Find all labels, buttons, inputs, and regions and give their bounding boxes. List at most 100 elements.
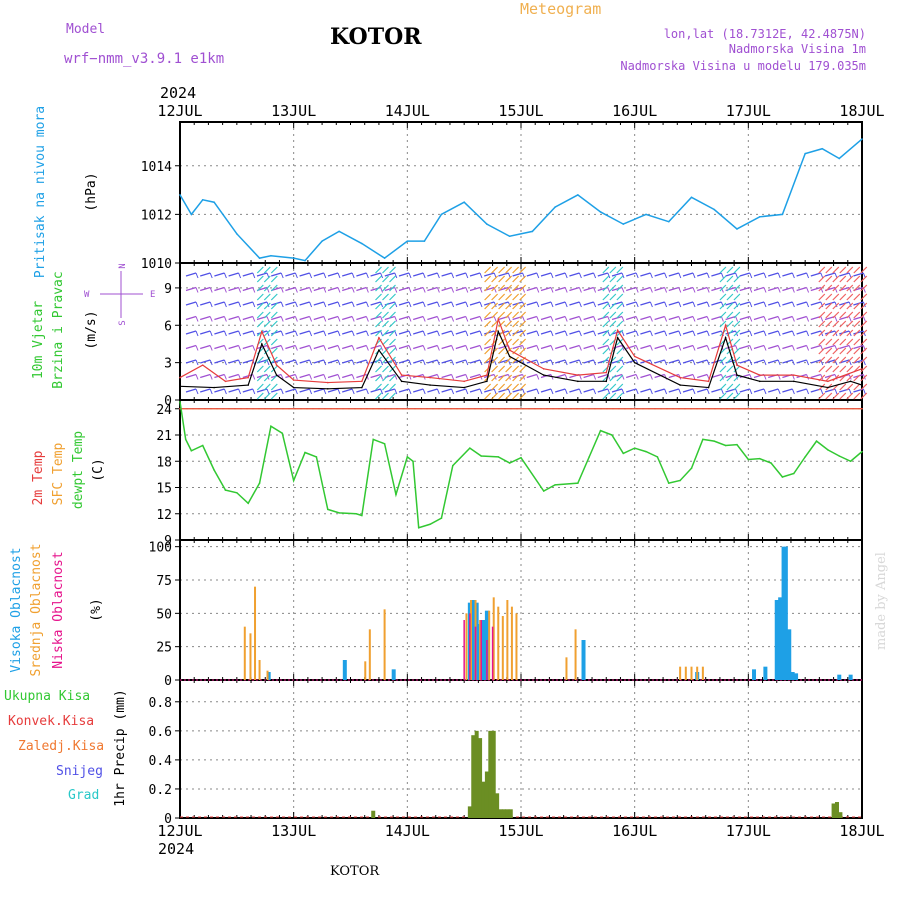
wind-barb xyxy=(214,301,225,306)
wind-band-barb xyxy=(860,365,868,373)
wind-speed-line-point xyxy=(724,336,727,339)
wind-barb xyxy=(796,330,807,335)
wind-barb xyxy=(626,330,637,335)
gust-line-point xyxy=(224,380,227,383)
compass-s: S xyxy=(118,320,128,325)
wind-barb xyxy=(739,286,750,292)
wind-band-barb xyxy=(818,347,826,355)
wind-barb xyxy=(394,287,398,293)
wind-barb xyxy=(526,359,537,364)
wind-barb xyxy=(834,316,838,322)
panel-frame xyxy=(179,679,863,819)
wind-band-barb xyxy=(389,311,396,319)
wind-barb xyxy=(540,301,552,306)
dewpoint-line-point xyxy=(599,429,602,432)
wind-band-barb xyxy=(270,302,278,310)
wind-barb xyxy=(195,345,199,351)
wind-barb xyxy=(782,344,793,350)
precip-bar xyxy=(495,793,500,818)
cloud-bar xyxy=(364,661,367,680)
wind-barb xyxy=(365,287,369,293)
wind-barb xyxy=(299,388,310,393)
wind-barb xyxy=(640,301,651,306)
dewpoint-line-point xyxy=(412,460,414,463)
x-tick-label-top: 14JUL xyxy=(385,102,430,120)
wind-barb xyxy=(725,373,736,379)
wind-barb xyxy=(469,373,481,379)
wind-barb xyxy=(436,316,440,322)
wind-band-barb xyxy=(609,329,617,337)
wind-barb xyxy=(649,287,653,293)
wind-band-barb xyxy=(846,392,854,400)
wind-barb xyxy=(285,388,296,393)
wind-barb xyxy=(806,345,810,351)
wind-barb xyxy=(536,374,540,380)
wind-barb xyxy=(824,301,836,306)
wind-barb xyxy=(238,301,242,308)
wind-barb xyxy=(607,287,611,293)
wind-barb xyxy=(351,272,355,279)
wind-band-barb xyxy=(484,329,492,337)
wind-band-barb xyxy=(519,293,527,301)
wind-barb xyxy=(398,272,410,277)
wind-band-barb xyxy=(505,284,513,292)
wind-barb xyxy=(398,344,410,350)
wind-barb xyxy=(479,345,483,351)
gust-line-point xyxy=(577,374,579,376)
wind-barb xyxy=(753,330,765,335)
wind-band-barb xyxy=(519,374,527,382)
wind-barb xyxy=(200,315,211,321)
wind-barb xyxy=(654,330,665,335)
wind-barb xyxy=(285,286,296,292)
wind-band-barb xyxy=(263,374,271,382)
wind-barb xyxy=(777,287,781,293)
wind-barb xyxy=(555,359,566,364)
wind-barb xyxy=(200,373,211,379)
wind-barb xyxy=(848,316,852,322)
wind-speed-line-point xyxy=(758,380,761,383)
wind-barb xyxy=(185,344,197,350)
y-tick-label: 0.8 xyxy=(149,696,172,711)
wind-barb xyxy=(593,272,597,279)
wind-band-barb xyxy=(270,383,278,391)
precip-bar xyxy=(505,809,510,818)
dewpoint-line-point xyxy=(258,482,261,484)
pressure-line-point xyxy=(667,220,670,223)
wind-speed-line-point xyxy=(736,374,738,376)
wind-band-barb xyxy=(733,302,741,310)
wind-barb xyxy=(422,316,426,322)
wind-band-barb xyxy=(832,365,840,373)
wind-barb xyxy=(839,330,850,335)
wind-barb xyxy=(436,287,440,293)
wind-barb xyxy=(313,344,324,350)
wind-band-barb xyxy=(256,284,264,292)
wind-barb xyxy=(380,388,384,395)
wind-barb xyxy=(753,388,765,393)
pressure-line-point xyxy=(338,230,340,233)
wind-band-barb xyxy=(846,302,854,310)
wind-barb xyxy=(398,301,410,306)
wind-barb xyxy=(564,316,568,322)
wind-barb xyxy=(593,388,597,395)
wind-barb xyxy=(238,272,242,279)
wind-barb xyxy=(720,272,724,279)
wind-band-barb xyxy=(616,320,624,328)
wind-band-barb xyxy=(512,320,520,328)
wind-band-barb xyxy=(375,275,382,283)
wind-barb xyxy=(285,330,296,335)
wind-band-barb xyxy=(375,329,382,337)
pressure-line-point xyxy=(486,223,488,225)
wind-barb xyxy=(810,330,821,335)
wind-barb xyxy=(796,344,807,350)
wind-band-barb xyxy=(853,338,861,346)
wind-band-barb xyxy=(846,374,854,382)
precip-bar xyxy=(474,730,479,818)
gust-line-point xyxy=(261,330,263,333)
wind-band-barb xyxy=(505,311,513,319)
wind-barb xyxy=(564,287,568,293)
wind-barb xyxy=(583,359,594,364)
wind-barb xyxy=(664,388,668,395)
wind-barb xyxy=(252,272,256,279)
wind-barb xyxy=(768,286,779,292)
wind-speed-line-point xyxy=(616,336,619,339)
